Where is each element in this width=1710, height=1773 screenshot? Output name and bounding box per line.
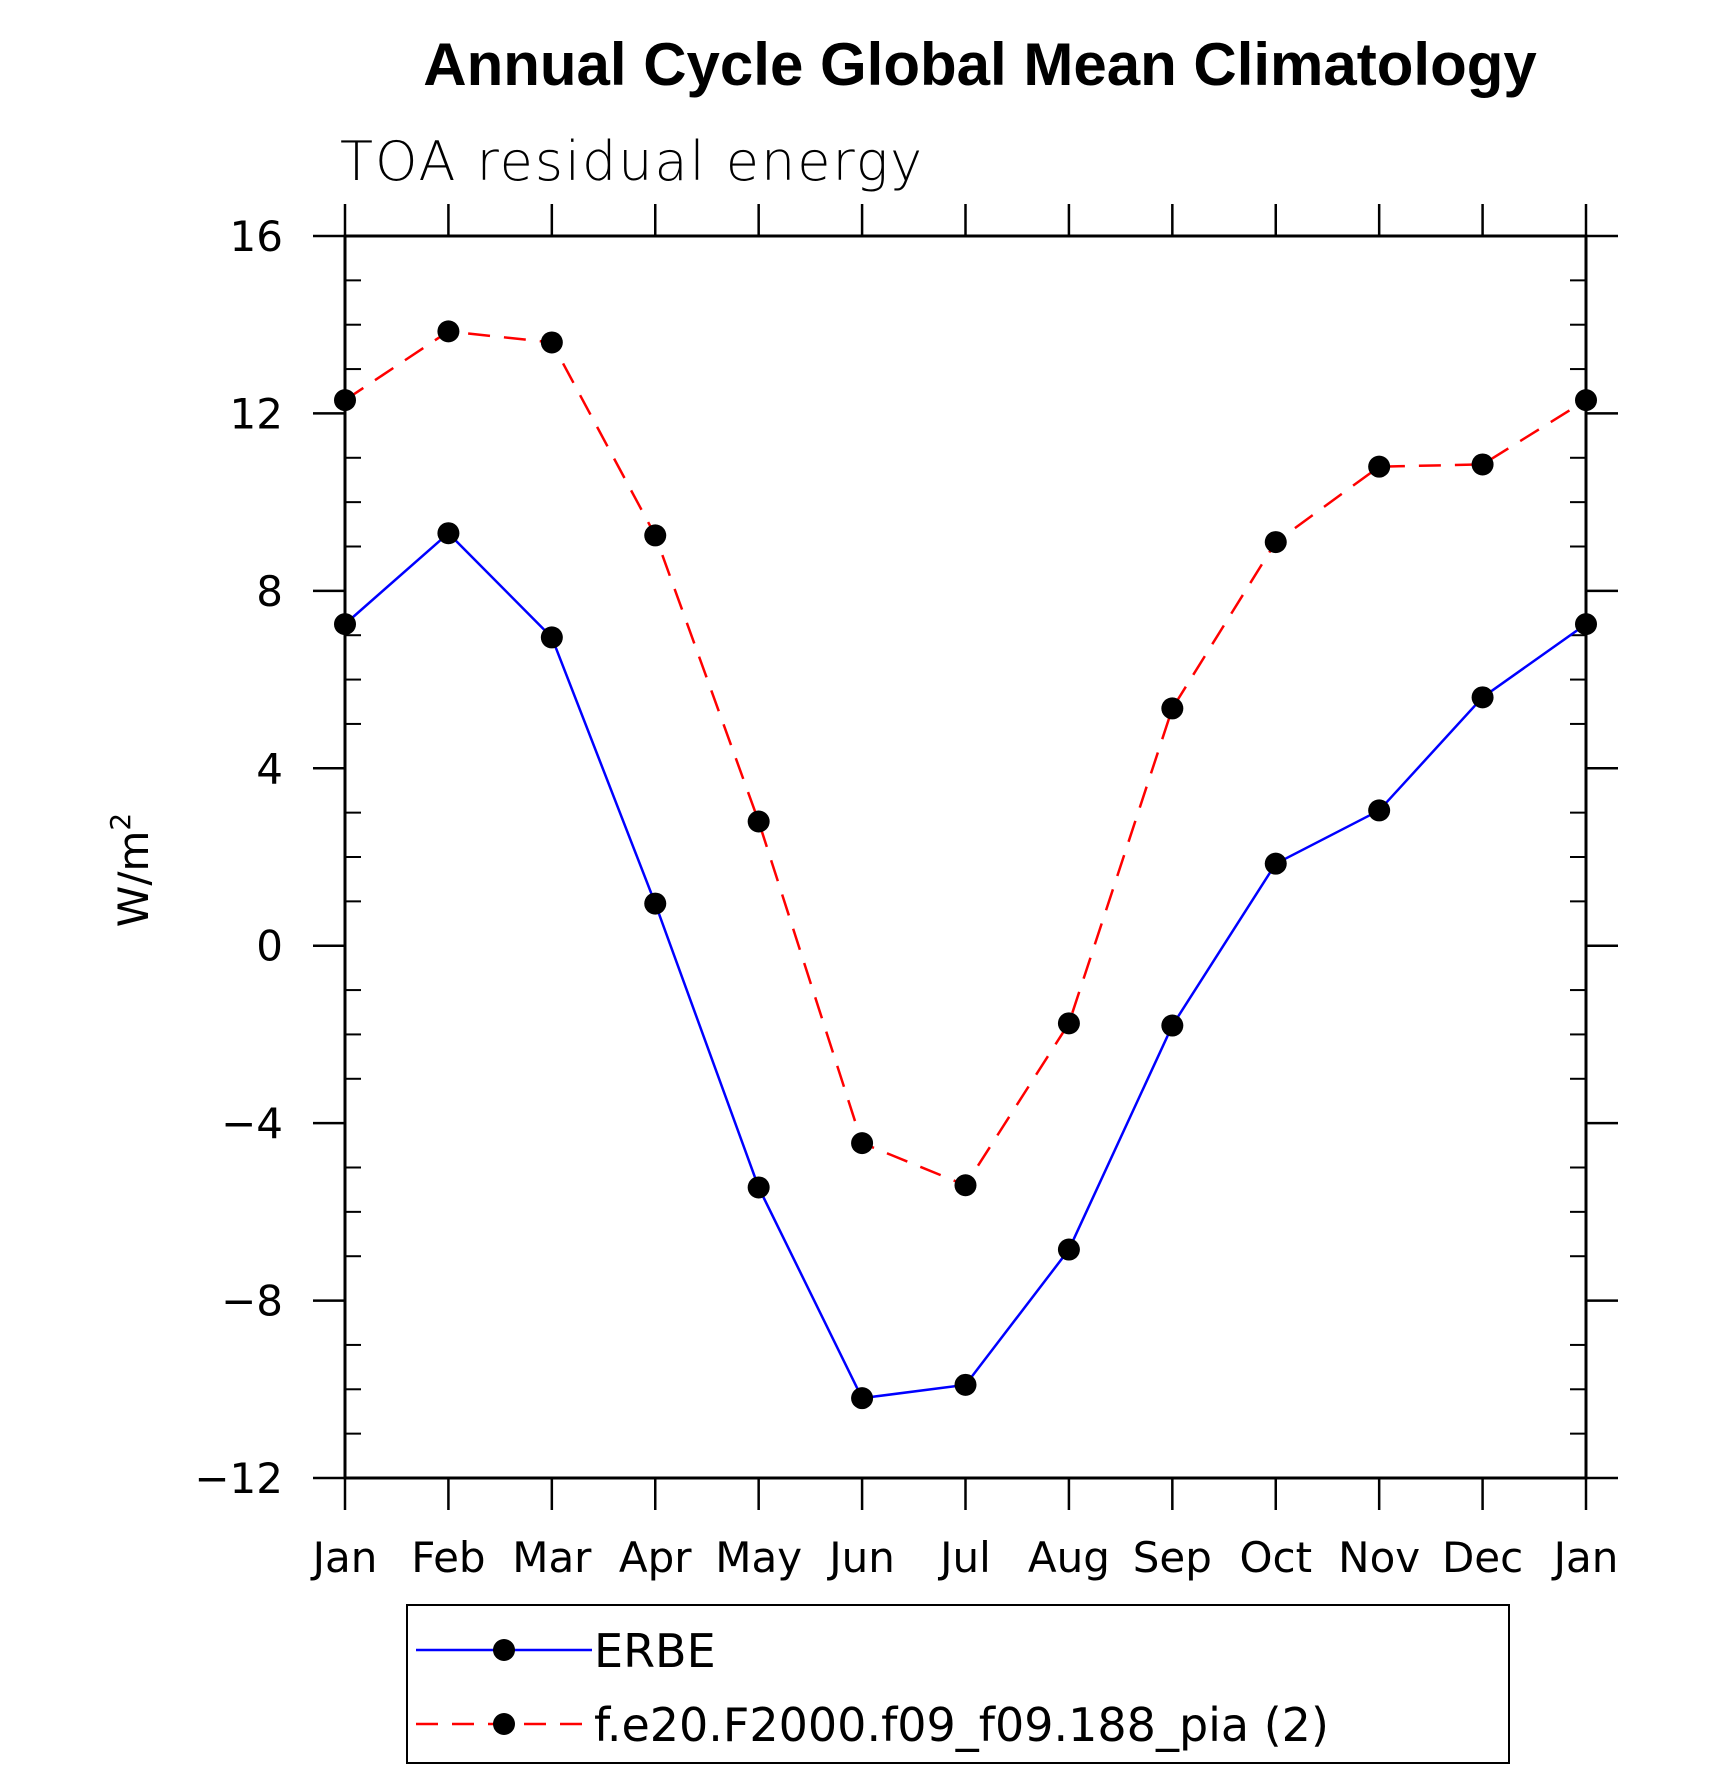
data-point xyxy=(1471,686,1494,709)
data-point xyxy=(540,626,563,649)
x-tick-label: Apr xyxy=(619,1533,692,1582)
chart-subtitle: TOA residual energy xyxy=(340,130,925,193)
y-tick-label: 0 xyxy=(256,922,283,971)
data-point xyxy=(1575,613,1597,636)
y-axis-label-base: W/m xyxy=(109,831,158,928)
x-tick-label: Mar xyxy=(512,1533,592,1582)
data-point xyxy=(851,1387,874,1410)
y-tick-label: −4 xyxy=(221,1099,283,1148)
data-point xyxy=(851,1132,874,1155)
x-tick-label: Dec xyxy=(1442,1533,1523,1582)
y-tick-label: 16 xyxy=(230,212,283,261)
data-point xyxy=(1264,852,1287,875)
chart-title: Annual Cycle Global Mean Climatology xyxy=(423,31,1537,98)
x-tick-label: Feb xyxy=(411,1533,485,1582)
y-tick-label: −12 xyxy=(194,1454,283,1503)
data-point xyxy=(1057,1012,1080,1035)
data-point xyxy=(437,320,460,343)
legend-swatch-model-marker xyxy=(493,1713,515,1735)
legend-swatch-erbe-marker xyxy=(493,1639,515,1661)
data-point xyxy=(747,1176,770,1199)
data-point xyxy=(644,524,667,547)
data-point xyxy=(644,892,667,915)
x-tick-label: Aug xyxy=(1028,1533,1110,1582)
data-point xyxy=(954,1174,977,1197)
series-0 xyxy=(334,522,1597,1410)
data-point xyxy=(747,810,770,833)
data-point xyxy=(334,389,356,412)
x-tick-label: Jul xyxy=(937,1533,991,1582)
data-point xyxy=(437,522,460,545)
x-tick-label: Oct xyxy=(1239,1533,1312,1582)
data-point xyxy=(1161,697,1184,720)
x-tick-label: Sep xyxy=(1133,1533,1212,1582)
legend: ERBE f.e20.F2000.f09_f09.188_pia (2) xyxy=(406,1604,1510,1764)
y-tick-label: 12 xyxy=(230,389,283,438)
data-point xyxy=(954,1373,977,1396)
y-tick-label: 4 xyxy=(256,744,283,793)
data-point xyxy=(1368,799,1391,822)
x-tick-label: Jun xyxy=(826,1533,895,1582)
plot-frame xyxy=(343,234,1588,1480)
data-point xyxy=(1368,455,1391,478)
x-tick-label: Jan xyxy=(310,1533,378,1582)
data-point xyxy=(1264,531,1287,554)
data-point xyxy=(1471,453,1494,476)
data-point xyxy=(1575,389,1597,412)
x-tick-label: May xyxy=(715,1533,802,1582)
data-point xyxy=(1161,1014,1184,1037)
y-axis-label-superscript: 2 xyxy=(104,813,137,831)
y-axis-label: W/m2 xyxy=(104,813,158,927)
data-point xyxy=(540,331,563,354)
x-tick-label: Nov xyxy=(1338,1533,1420,1582)
legend-swatches xyxy=(416,1639,592,1735)
axis-ticks xyxy=(313,204,1618,1510)
legend-label-model: f.e20.F2000.f09_f09.188_pia (2) xyxy=(594,1698,1329,1752)
series-layer xyxy=(334,320,1597,1410)
data-point xyxy=(334,613,356,636)
x-tick-label: Jan xyxy=(1551,1533,1619,1582)
tick-labels: −12 −8 −4 0 4 8 12 16 Jan Feb Mar Apr May Jun Jul Aug Se… xyxy=(194,212,1618,1582)
data-point xyxy=(1057,1238,1080,1261)
y-tick-label: 8 xyxy=(256,567,283,616)
legend-label-erbe: ERBE xyxy=(594,1624,716,1678)
series-line xyxy=(344,531,1587,1400)
y-tick-label: −8 xyxy=(221,1277,283,1326)
series-1 xyxy=(334,320,1597,1197)
series-line xyxy=(344,330,1587,1187)
